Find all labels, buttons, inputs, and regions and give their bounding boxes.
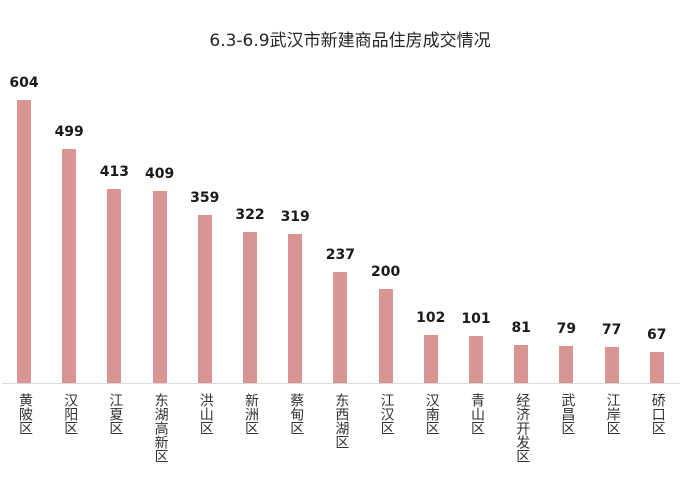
bar	[288, 233, 303, 383]
bar	[649, 351, 664, 383]
data-label: 101	[461, 310, 491, 327]
category-label: 经济开发区	[514, 393, 531, 463]
data-label: 413	[99, 164, 129, 181]
bar	[423, 335, 438, 383]
bar	[604, 346, 619, 383]
category-label: 武昌区	[559, 393, 576, 435]
data-label: 237	[325, 246, 355, 263]
data-label: 200	[370, 264, 401, 281]
category-label: 新洲区	[243, 393, 259, 435]
bar	[469, 335, 483, 383]
bar	[62, 149, 77, 383]
data-label: 81	[511, 320, 531, 337]
category-label: 洪山区	[197, 393, 214, 435]
bar	[17, 100, 31, 383]
category-label: 硚口区	[649, 393, 666, 435]
data-label: 359	[190, 189, 220, 206]
category-label: 江夏区	[107, 393, 124, 435]
data-label: 77	[601, 321, 622, 338]
category-label: 汉阳区	[62, 393, 79, 435]
data-label: 409	[144, 166, 175, 183]
bar	[514, 345, 529, 383]
data-label: 604	[9, 75, 39, 91]
category-label: 青山区	[469, 393, 485, 435]
bar	[107, 189, 122, 383]
category-label: 东西湖区	[333, 393, 350, 449]
category-label: 汉南区	[423, 393, 440, 435]
bar	[378, 289, 393, 383]
category-label: 江汉区	[378, 393, 395, 435]
bar	[333, 271, 348, 383]
category-label: 黄陂区	[17, 393, 33, 435]
bar	[197, 214, 212, 383]
data-label: 322	[235, 207, 265, 224]
bar	[559, 345, 574, 383]
category-label: 蔡甸区	[288, 393, 305, 435]
data-label: 67	[647, 326, 667, 343]
x-axis-line	[2, 383, 680, 384]
chart-title: 6.3-6.9武汉市新建商品住房成交情况	[209, 31, 491, 51]
category-label: 东湖高新区	[152, 393, 169, 463]
data-label: 499	[54, 124, 84, 141]
category-label: 江岸区	[604, 393, 621, 435]
bar	[152, 191, 167, 383]
data-label: 79	[556, 320, 577, 337]
data-label: 102	[416, 310, 446, 327]
data-label: 319	[280, 208, 310, 225]
bar	[243, 232, 257, 383]
